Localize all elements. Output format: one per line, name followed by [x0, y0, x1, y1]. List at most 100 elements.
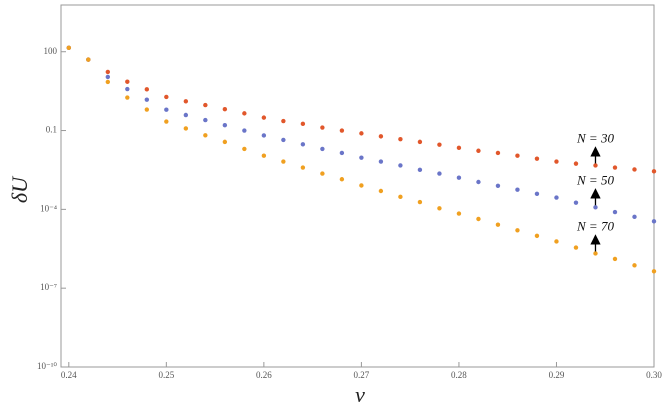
point	[651, 169, 657, 174]
point	[534, 191, 540, 197]
point	[398, 194, 403, 200]
point	[242, 111, 247, 116]
point	[573, 161, 579, 166]
annotation: N = 30	[576, 130, 614, 145]
point	[378, 134, 384, 139]
point	[281, 137, 286, 143]
point	[183, 126, 189, 131]
y-tick-label: 100	[44, 46, 58, 56]
point	[593, 163, 598, 168]
point	[476, 148, 481, 153]
point	[417, 167, 423, 173]
point	[261, 133, 267, 138]
point	[632, 214, 637, 220]
point	[164, 119, 169, 124]
point	[183, 112, 189, 118]
point	[378, 188, 384, 194]
point	[534, 233, 540, 239]
x-tick-label: 0.28	[451, 370, 467, 380]
point	[378, 159, 384, 164]
x-axis-label: ν	[355, 382, 365, 407]
point	[554, 195, 559, 200]
point	[164, 107, 169, 112]
point	[222, 122, 228, 128]
point	[359, 131, 364, 136]
point	[417, 139, 423, 145]
x-tick-label: 0.26	[256, 370, 272, 380]
point	[320, 125, 325, 130]
y-tick-label: 10⁻⁴	[40, 203, 57, 213]
point	[515, 228, 520, 233]
point	[593, 205, 598, 210]
point	[437, 206, 442, 211]
y-tick-label: 10⁻⁷	[40, 282, 57, 292]
point	[125, 86, 130, 92]
x-tick-label: 0.24	[61, 370, 77, 380]
point	[105, 79, 111, 85]
point	[86, 57, 91, 62]
y-tick-label: 0.1	[46, 125, 57, 135]
y-tick-label: 10⁻¹⁰	[37, 361, 57, 371]
point	[105, 69, 111, 75]
point	[300, 142, 306, 147]
point	[125, 95, 130, 100]
point	[320, 146, 325, 152]
point	[242, 128, 247, 133]
point	[476, 179, 481, 185]
point	[573, 200, 579, 205]
x-tick-label: 0.30	[646, 370, 662, 380]
point	[359, 183, 364, 188]
point	[456, 145, 462, 151]
point	[495, 183, 501, 188]
point	[612, 209, 618, 215]
x-tick-label: 0.25	[158, 370, 174, 380]
point	[476, 216, 481, 222]
point	[651, 219, 657, 224]
point	[261, 115, 267, 120]
point	[456, 211, 462, 216]
point	[573, 245, 579, 250]
point	[612, 165, 618, 170]
point	[593, 251, 598, 256]
point	[359, 155, 364, 160]
point	[300, 165, 306, 170]
point	[281, 159, 286, 164]
point	[164, 94, 169, 100]
point	[515, 187, 520, 192]
point	[144, 107, 150, 112]
point	[495, 150, 501, 156]
point	[632, 167, 637, 172]
point	[495, 222, 501, 227]
point	[437, 142, 442, 147]
point	[554, 239, 559, 244]
point	[398, 136, 403, 142]
point	[144, 97, 150, 102]
point	[437, 171, 442, 176]
plot-frame	[60, 4, 655, 368]
point	[281, 118, 286, 124]
point	[105, 74, 111, 80]
point	[320, 171, 325, 176]
annotation: N = 70	[576, 218, 614, 233]
point	[339, 177, 345, 182]
annotation: N = 50	[576, 172, 614, 187]
point	[612, 256, 618, 262]
point	[651, 269, 657, 274]
point	[300, 121, 306, 127]
point	[339, 150, 345, 156]
point	[66, 45, 72, 50]
point	[398, 163, 403, 168]
point	[222, 106, 228, 112]
y-axis-label: δU	[7, 175, 32, 203]
point	[242, 146, 247, 152]
point	[261, 153, 267, 158]
point	[203, 133, 208, 138]
x-tick-label: 0.27	[354, 370, 370, 380]
point	[417, 199, 423, 205]
point	[144, 87, 150, 92]
point	[222, 139, 228, 145]
point	[183, 99, 189, 104]
point	[515, 153, 520, 158]
point	[456, 175, 462, 180]
